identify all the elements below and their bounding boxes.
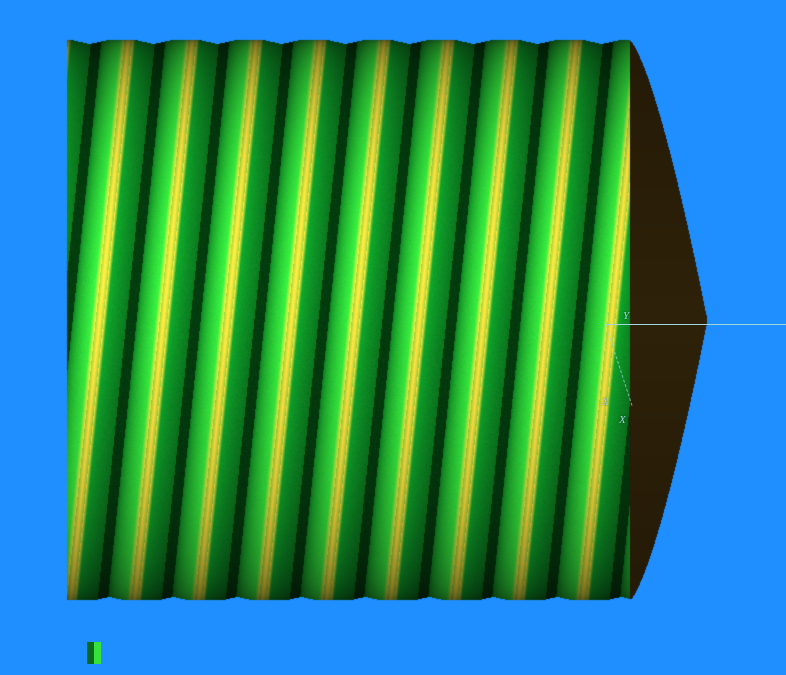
axis-label-y: Y	[623, 310, 629, 322]
legend-swatch	[87, 642, 101, 664]
axis-line-y	[605, 324, 786, 325]
axis-label-x-diag: X	[619, 414, 626, 426]
axis-line-x-down	[605, 324, 607, 402]
axis-label-x-down: X	[602, 396, 609, 408]
cad-viewport[interactable]: Y X X	[0, 0, 786, 675]
model-canvas[interactable]	[0, 0, 786, 675]
